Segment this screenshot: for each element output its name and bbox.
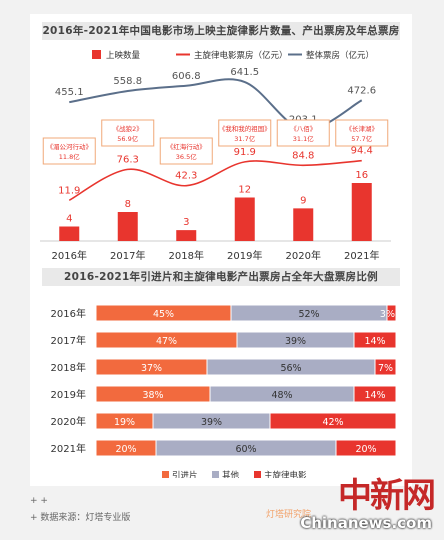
y-tick-0: 2016年 [51,307,86,320]
callout-box-2 [159,137,213,165]
bar-4 [293,208,314,241]
y-tick-5: 2021年 [51,442,86,455]
callout-box-3 [218,119,272,147]
callout-value-5: 57.7亿 [351,134,372,143]
bar-label-5: 16 [355,170,368,181]
seg-label-0-3: 38% [142,390,163,401]
seg-label-2-0: 3% [380,309,395,320]
seg-label-0-5: 20% [115,444,136,455]
footer-plus: + + [30,496,48,506]
x-tick-5: 2021年 [344,249,379,262]
watermark-logo: 中新网 [338,476,436,516]
seg-label-0-0: 45% [153,309,174,320]
seg-label-2-1: 14% [364,336,385,347]
y-tick-2: 2018年 [51,361,86,374]
seg-label-1-2: 56% [280,363,301,374]
total-label-5: 472.6 [347,85,376,96]
main-line [68,159,362,201]
callout-film-5: 《长津湖》 [346,124,379,133]
legend2-swatch-0 [162,471,169,478]
legend2-swatch-1 [212,471,219,478]
chart2-title: 2016-2021年引进片和主旋律电影产出票房占全年大盘票房比例 [42,268,400,286]
main-label-5: 94.4 [351,146,373,157]
x-tick-1: 2017年 [110,249,145,262]
callout-value-2: 36.5亿 [176,152,197,161]
legend2-swatch-2 [254,471,261,478]
y-tick-1: 2017年 [51,334,86,347]
total-label-2: 606.8 [172,71,201,82]
seg-label-2-5: 20% [355,444,376,455]
x-tick-3: 2019年 [227,249,262,262]
seg-label-1-4: 39% [201,417,222,428]
main-label-2: 42.3 [175,171,197,182]
y-tick-4: 2020年 [51,415,86,428]
seg-label-2-2: 7% [378,363,393,374]
bar-label-0: 4 [66,214,72,225]
seg-2-2 [374,358,397,376]
seg-label-0-2: 37% [141,363,162,374]
main-label-0: 11.9 [58,185,80,196]
seg-label-1-3: 48% [271,390,292,401]
seg-2-1 [353,331,397,349]
seg-2-3 [353,385,397,403]
bar-3 [234,197,255,241]
callout-value-1: 56.9亿 [117,134,138,143]
lighthouse-logo: 灯塔研究院 [266,510,312,520]
legend-label-0: 上映数量 [106,50,141,61]
chart2: 2016年 45% 52% 3% 2017年 47% 39% 14% 2018年 37% 56% 7%… [51,304,397,478]
bar-2 [176,230,197,241]
bar-label-4: 9 [300,195,306,206]
seg-label-2-3: 14% [364,390,385,401]
seg-label-1-1: 39% [285,336,306,347]
seg-2-0 [386,304,397,322]
seg-label-2-4: 42% [322,417,343,428]
legend2-label-0: 引进片 [172,470,198,478]
callout-film-1: 《战狼2》 [113,124,143,133]
callout-value-3: 31.7亿 [234,134,255,143]
main-label-4: 84.8 [292,150,314,161]
bar-5 [351,183,372,241]
bar-1 [117,212,138,241]
seg-2-5 [335,439,397,457]
seg-label-1-0: 52% [298,309,319,320]
callout-film-2: 《红海行动》 [167,142,206,151]
total-label-1: 558.8 [113,76,142,87]
bar-0 [59,226,80,241]
legend2-label-1: 其他 [222,470,240,478]
seg-label-0-1: 47% [156,336,177,347]
total-label-3: 641.5 [230,67,259,78]
footer-source: + 数据来源：灯塔专业版 [30,513,131,523]
callout-film-0: 《湄公河行动》 [47,142,93,151]
bar-label-1: 8 [125,199,131,210]
seg-label-0-4: 19% [114,417,135,428]
total-label-0: 455.1 [55,87,84,98]
legend2-label-2: 主旋律电影 [264,470,307,478]
callout-film-3: 《我和我的祖国》 [219,124,271,133]
chart1-title: 2016年-2021年中国电影市场上映主旋律影片数量、产出票房及年总票房 [42,22,400,40]
callout-box-1 [101,119,155,147]
x-tick-0: 2016年 [52,249,87,262]
legend-swatch-0 [92,50,101,59]
callout-box-5 [335,119,389,147]
callout-film-4: 《八佰》 [290,125,316,133]
callout-box-4 [276,119,330,147]
seg-label-1-5: 60% [235,444,256,455]
callout-value-4: 31.1亿 [293,134,314,143]
callout-value-0: 11.8亿 [59,152,80,161]
legend-label-1: 主旋律电影票房（亿元） [194,50,288,61]
legend-label-2: 整体票房（亿元） [306,50,374,61]
callout-box-0 [42,137,96,165]
chart1: 上映数量 主旋律电影票房（亿元） 整体票房（亿元） 4 2016年 8 2017年 3 2018… [40,50,391,262]
x-tick-2: 2018年 [169,249,204,262]
main-label-1: 76.3 [117,154,139,165]
main-label-3: 91.9 [234,147,256,158]
bar-label-3: 12 [238,185,251,196]
y-tick-3: 2019年 [51,388,86,401]
chart-card: 2016年-2021年中国电影市场上映主旋律影片数量、产出票房及年总票房 上映数… [30,14,412,486]
seg-2-4 [269,412,397,430]
x-tick-4: 2020年 [286,249,321,262]
watermark-url: Chinanews.com [300,514,432,532]
bar-label-2: 3 [183,217,189,228]
